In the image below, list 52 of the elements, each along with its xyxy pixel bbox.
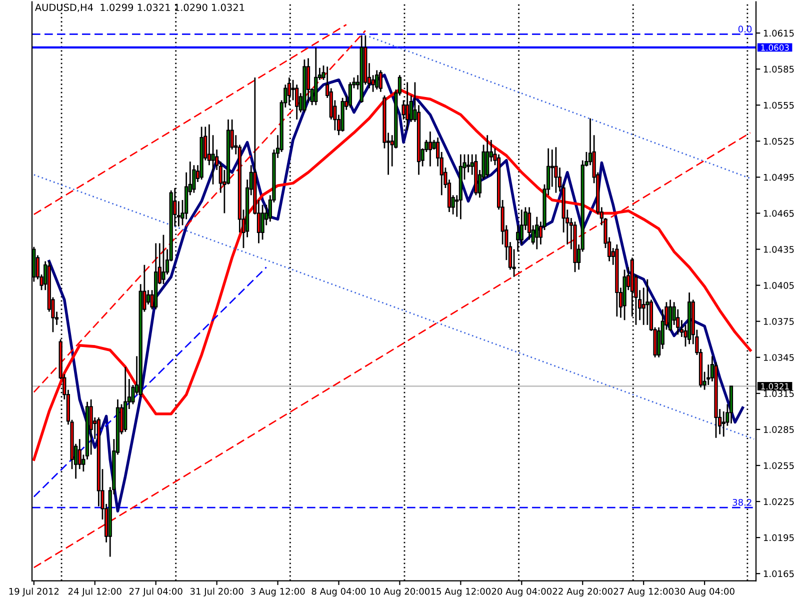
y-tick-label: 1.0525 — [764, 138, 794, 145]
y-tick-label: 1.0375 — [764, 318, 794, 325]
x-tick-label: 10 Aug 20:00 — [370, 588, 430, 596]
y-tick-label: 1.0465 — [764, 210, 794, 217]
x-tick-label: 31 Jul 20:00 — [190, 588, 244, 596]
ref-line-label: 1.0321 — [761, 383, 789, 390]
x-tick-label: 8 Aug 04:00 — [312, 588, 366, 596]
candlestick — [78, 438, 82, 470]
candlestick — [554, 146, 558, 194]
candlestick — [428, 130, 432, 168]
candlestick — [378, 70, 382, 93]
y-tick-label: 1.0405 — [764, 282, 794, 289]
y-tick-label: 1.0555 — [764, 102, 794, 109]
candlestick — [486, 134, 490, 178]
x-tick-label: 19 Jul 2012 — [9, 588, 59, 596]
x-tick-label: 15 Aug 12:00 — [431, 588, 491, 596]
candlestick — [550, 148, 554, 188]
candlestick — [527, 206, 532, 240]
y-tick-label: 1.0255 — [764, 462, 794, 470]
annotation: 38.2 — [732, 498, 752, 506]
y-tick-label: 1.0315 — [764, 390, 794, 397]
y-tick-label: 1.0615 — [764, 30, 794, 37]
candlestick — [466, 154, 470, 174]
y-tick-label: 1.0585 — [764, 66, 794, 73]
y-tick-label: 1.0195 — [764, 534, 794, 542]
x-tick-label: 24 Jul 12:00 — [68, 588, 122, 596]
candlestick — [348, 82, 352, 108]
x-tick-label: 27 Aug 12:00 — [614, 588, 674, 596]
candlestick — [162, 234, 166, 285]
candlestick — [207, 124, 211, 166]
chart-title: AUDUSD,H4 1.0299 1.0321 1.0290 1.0321 — [34, 4, 244, 12]
annotation: 0.0 — [738, 26, 752, 32]
y-tick-label: 1.0225 — [764, 498, 794, 506]
y-tick-label: 1.0165 — [764, 570, 794, 578]
x-tick-label: 27 Jul 04:00 — [129, 588, 182, 596]
y-tick-label: 1.0285 — [764, 426, 794, 433]
candlestick — [295, 84, 299, 120]
candlestick — [260, 204, 264, 240]
y-tick-label: 1.0345 — [764, 354, 794, 361]
candlestick — [211, 134, 215, 186]
candlestick — [668, 299, 672, 332]
y-tick-label: 1.0495 — [764, 174, 794, 181]
candlestick — [192, 164, 196, 194]
x-tick-label: 20 Aug 04:00 — [492, 588, 552, 596]
candlestick — [535, 216, 539, 250]
candlestick — [89, 398, 93, 456]
x-tick-label: 30 Aug 04:00 — [674, 588, 734, 596]
y-tick-label: 1.0435 — [764, 246, 794, 253]
ref-line-label: 1.0603 — [761, 44, 789, 51]
candlestick — [375, 70, 379, 90]
x-tick-label: 22 Aug 20:00 — [552, 588, 612, 596]
x-tick-label: 3 Aug 12:00 — [250, 588, 305, 596]
